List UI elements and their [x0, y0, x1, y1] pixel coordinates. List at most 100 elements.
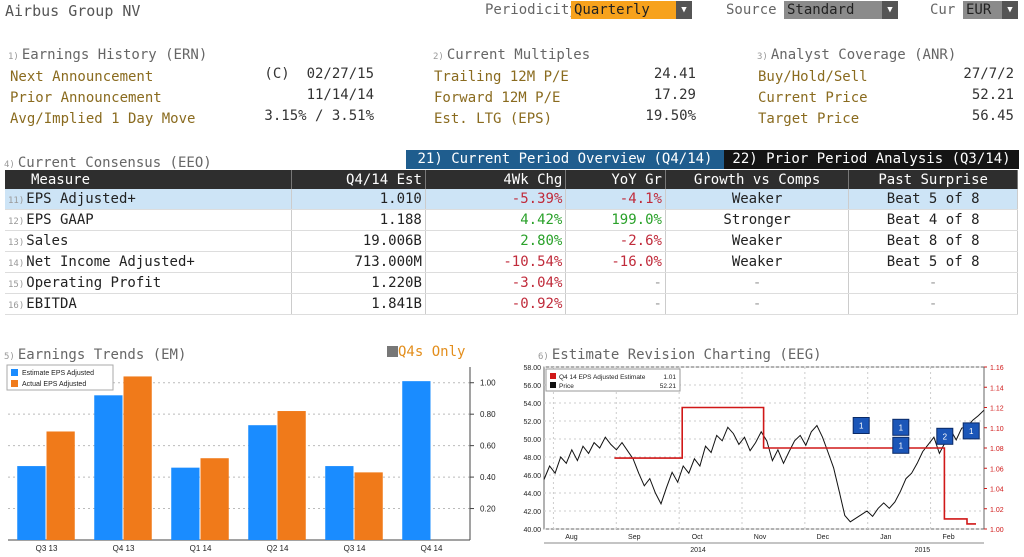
table-cell-surprise: - [848, 272, 1018, 294]
column-header[interactable]: Q4/14 Est [291, 170, 426, 189]
table-cell-measure: 13) Sales [5, 230, 292, 252]
row-number: 14) [8, 259, 25, 269]
cell-value: EPS Adjusted+ [26, 191, 136, 207]
marker-label: 1 [899, 441, 904, 450]
source-value: Standard [787, 2, 855, 18]
y-tick-label: 1.00 [480, 379, 496, 388]
table-row[interactable]: 12) EPS GAAP 1.188 4.42% 199.0% Stronger Beat … [5, 209, 1018, 231]
list-item: Trailing 12M P/E 24.41 [434, 66, 696, 85]
bar-estimate [17, 466, 46, 540]
chevron-down-icon: ▼ [1002, 1, 1018, 19]
table-row[interactable]: 11) EPS Adjusted+ 1.010 -5.39% -4.1% Weaker Be… [5, 189, 1018, 210]
revision-marker[interactable]: 1 [962, 422, 980, 440]
column-header[interactable]: Past Surprise [848, 170, 1018, 189]
table-row[interactable]: 14) Net Income Adjusted+ 713.000M -10.54% -1… [5, 251, 1018, 273]
bar-actual [200, 458, 229, 540]
y-right-tick-label: 1.14 [990, 385, 1004, 392]
table-cell-comps: Weaker [665, 230, 850, 252]
table-cell-chg: 2.80% [425, 230, 567, 252]
row-number: 15) [8, 280, 25, 290]
cell-value: 1.010 [379, 191, 422, 207]
table-row[interactable]: 16) EBITDA 1.841B -0.92% - - - [5, 293, 1018, 315]
tab-prior-period[interactable]: 22) Prior Period Analysis (Q3/14) [724, 150, 1019, 169]
table-cell-measure: 14) Net Income Adjusted+ [5, 251, 292, 273]
legend-value: 52.21 [660, 383, 677, 390]
legend-label: Actual EPS Adjusted [22, 381, 86, 388]
bar-actual [277, 411, 306, 540]
earnings-history-title[interactable]: 1) Earnings History (ERN) [8, 47, 208, 63]
earnings-trends-chart: 0.20 0.40 0.60 0.80 1.00 Q3 13 Q4 13 Q1 14 Q2 14… [6, 364, 496, 553]
currency-dropdown[interactable]: EUR ▼ [963, 1, 1018, 19]
x-tick-label: Q1 14 [190, 544, 212, 553]
table-row[interactable]: 13) Sales 19.006B 2.80% -2.6% Weaker Beat 8 of… [5, 230, 1018, 252]
marker-label: 1 [899, 423, 904, 432]
table-cell-comps: Weaker [665, 251, 850, 273]
analyst-coverage-panel: Buy/Hold/Sell 27/7/2 Current Price 52.21… [758, 66, 1014, 129]
list-item: Buy/Hold/Sell 27/7/2 [758, 66, 1014, 85]
legend-box [6, 364, 114, 391]
periodicity-label: Periodicity [485, 2, 578, 18]
x-tick-label: Feb [943, 534, 955, 541]
table-cell-measure: 12) EPS GAAP [5, 209, 292, 231]
bar-estimate [402, 381, 431, 540]
table-cell-yoy: - [565, 272, 666, 294]
x-year-label: 2015 [915, 547, 931, 554]
cell-value: 1.841B [371, 296, 422, 312]
column-header[interactable]: Growth vs Comps [665, 170, 850, 189]
row-number: 11) [8, 196, 25, 206]
column-header[interactable]: 4Wk Chg [425, 170, 567, 189]
legend-box [545, 368, 681, 392]
consensus-title[interactable]: 4) Current Consensus (EEO) [4, 155, 212, 171]
revision-marker[interactable]: 2 [936, 427, 954, 445]
y-tick-label: 0.20 [480, 505, 496, 514]
list-item: Current Price 52.21 [758, 87, 1014, 106]
chart-legend: Estimate EPS Adjusted Actual EPS Adjusted [6, 364, 114, 391]
table-cell-est: 1.220B [291, 272, 426, 294]
table-row[interactable]: 15) Operating Profit 1.220B -3.04% - - - [5, 272, 1018, 294]
cell-value: -0.92% [511, 296, 563, 312]
cell-value: 19.006B [362, 233, 422, 249]
earnings-trends-title[interactable]: 5) Earnings Trends (EM) [4, 347, 187, 363]
table-cell-comps: - [665, 293, 850, 315]
estimate-line [614, 406, 976, 525]
current-multiples-panel: Trailing 12M P/E 24.41 Forward 12M P/E 1… [434, 66, 696, 129]
x-year-label: 2014 [690, 547, 706, 554]
revision-marker[interactable]: 1 [892, 436, 910, 454]
y-left-tick-label: 58.00 [523, 365, 541, 372]
x-tick-label: Q4 14 [421, 544, 443, 553]
revision-marker[interactable]: 1 [852, 417, 870, 434]
column-header[interactable]: YoY Gr [565, 170, 666, 189]
estimate-revision-title[interactable]: 6) Estimate Revision Charting (EEG) [538, 347, 822, 363]
q4s-only-toggle[interactable]: Q4s Only [387, 344, 465, 360]
tab-current-period[interactable]: 21) Current Period Overview (Q4/14) [406, 150, 724, 169]
y-right-tick-label: 1.08 [990, 446, 1004, 453]
revision-marker[interactable]: 1 [892, 418, 910, 436]
marker-box [852, 417, 870, 434]
cell-value: - [653, 296, 662, 312]
column-header[interactable]: Measure [5, 170, 292, 189]
list-item: Forward 12M P/E 17.29 [434, 87, 696, 106]
list-item: Est. LTG (EPS) 19.50% [434, 108, 696, 127]
bar-actual [123, 376, 152, 540]
legend-label: Price [559, 383, 574, 390]
table-cell-est: 1.010 [291, 189, 426, 210]
periodicity-dropdown[interactable]: Quarterly ▼ [571, 1, 692, 19]
top-bar: Airbus Group NV Periodicity Quarterly ▼ … [0, 0, 1024, 22]
cell-value: Weaker [731, 233, 783, 249]
source-dropdown[interactable]: Standard ▼ [784, 1, 898, 19]
table-cell-est: 19.006B [291, 230, 426, 252]
table-cell-measure: 16) EBITDA [5, 293, 292, 315]
x-tick-label: Dec [817, 534, 830, 541]
earnings-history-panel: Next Announcement (C) 02/27/15 Prior Ann… [10, 66, 374, 129]
cell-value: 4.42% [520, 212, 563, 228]
y-right-tick-label: 1.04 [990, 487, 1004, 494]
cell-value: - [928, 296, 938, 312]
cell-value: -2.6% [619, 233, 662, 249]
cell-value: - [653, 275, 662, 291]
table-cell-yoy: -4.1% [565, 189, 666, 210]
analyst-coverage-title[interactable]: 3) Analyst Coverage (ANR) [757, 47, 957, 63]
cell-value: 1.220B [371, 275, 422, 291]
consensus-table: Measure Q4/14 Est 4Wk Chg YoY Gr Growth … [5, 170, 1018, 315]
cell-value: 1.188 [379, 212, 422, 228]
chevron-down-icon: ▼ [882, 1, 898, 19]
